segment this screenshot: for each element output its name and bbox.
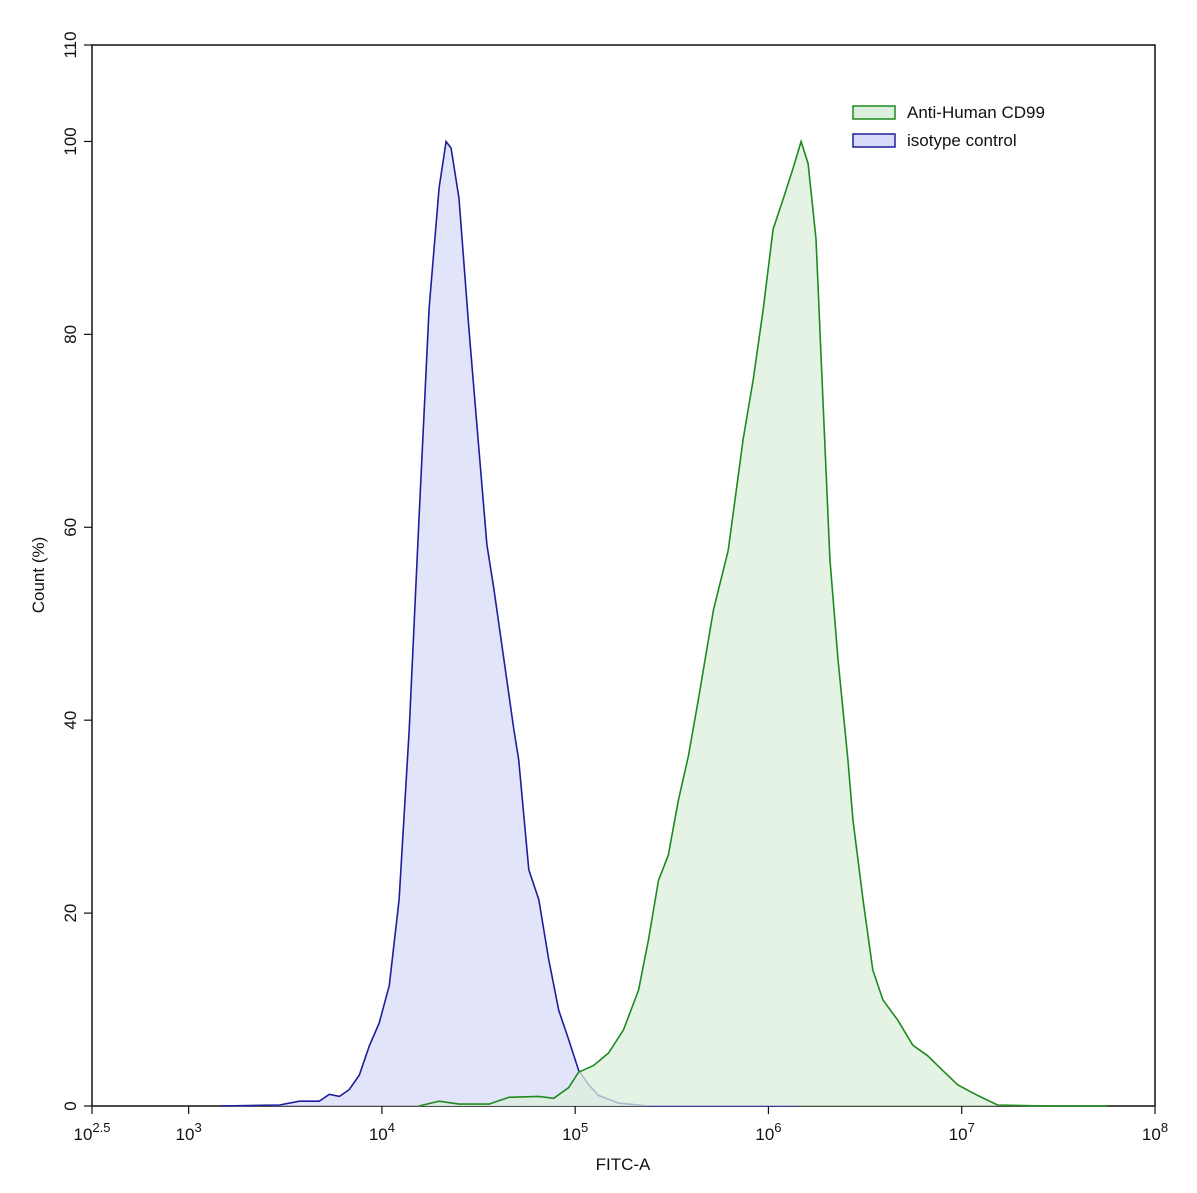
area-fill [219, 141, 798, 1106]
x-tick-exponent: 4 [388, 1120, 395, 1135]
legend-swatch [852, 133, 896, 148]
x-tick-label: 102.5 [74, 1120, 111, 1144]
y-tick-label: 40 [61, 711, 80, 730]
histogram-line [219, 139, 798, 1107]
x-tick-base: 10 [1142, 1125, 1161, 1144]
x-tick-label: 106 [755, 1120, 781, 1144]
x-tick-base: 10 [369, 1125, 388, 1144]
x-tick-label: 105 [562, 1120, 588, 1144]
legend-label: Anti-Human CD99 [907, 103, 1045, 122]
x-tick-base: 10 [74, 1125, 93, 1144]
x-tick-exponent: 6 [774, 1120, 781, 1135]
x-tick-base: 10 [755, 1125, 774, 1144]
x-tick-label: 104 [369, 1120, 395, 1144]
x-tick-exponent: 5 [581, 1120, 588, 1135]
x-tick-exponent: 8 [1161, 1120, 1168, 1135]
x-tick-label: 107 [949, 1120, 975, 1144]
x-tick-exponent: 3 [194, 1120, 201, 1135]
x-tick-exponent: 2.5 [92, 1120, 110, 1135]
legend-swatch [852, 105, 896, 120]
x-axis-label: FITC-A [596, 1155, 651, 1174]
x-tick-label: 108 [1142, 1120, 1168, 1144]
y-tick-label: 60 [61, 518, 80, 537]
y-tick-label: 0 [61, 1101, 80, 1110]
y-axis-label: Count (%) [29, 537, 48, 614]
x-tick-base: 10 [176, 1125, 195, 1144]
y-tick-label: 110 [61, 31, 80, 58]
area-fill [419, 141, 1108, 1106]
y-tick-label: 100 [61, 127, 80, 155]
x-tick-label: 103 [176, 1120, 202, 1144]
legend-label: isotype control [907, 131, 1017, 150]
histogram-line [418, 138, 1108, 1107]
plot-frame [91, 44, 1156, 1107]
x-tick-base: 10 [562, 1125, 581, 1144]
y-tick-label: 20 [61, 904, 80, 923]
x-tick-base: 10 [949, 1125, 968, 1144]
x-tick-exponent: 7 [968, 1120, 975, 1135]
y-tick-label: 80 [61, 325, 80, 344]
